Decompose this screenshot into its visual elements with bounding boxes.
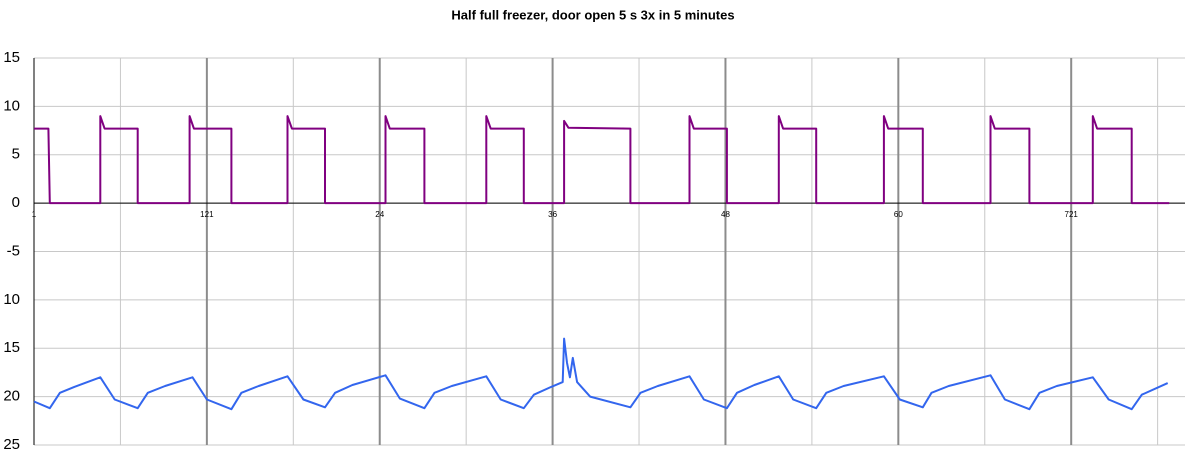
y-tick-label: 25 xyxy=(3,436,20,453)
y-tick-label: 20 xyxy=(3,388,20,405)
y-tick-label: 15 xyxy=(3,339,20,356)
y-tick-label: 10 xyxy=(3,97,20,114)
x-tick-label: 721 xyxy=(1065,210,1079,219)
chart-title: Half full freezer, door open 5 s 3x in 5… xyxy=(451,7,734,22)
series-line xyxy=(34,115,1170,205)
x-tick-label: 60 xyxy=(894,210,903,219)
y-tick-label: -5 xyxy=(7,242,20,259)
y-tick-label: 5 xyxy=(12,146,20,163)
x-tick-label: 24 xyxy=(375,210,384,219)
y-tick-label: 15 xyxy=(3,49,20,66)
x-tick-label: 48 xyxy=(721,210,730,219)
y-tick-label: 10 xyxy=(3,291,20,308)
y-tick-label: 0 xyxy=(12,194,20,211)
x-tick-label: 121 xyxy=(200,210,214,219)
series-line xyxy=(33,337,1169,411)
x-tick-label: 36 xyxy=(548,210,557,219)
